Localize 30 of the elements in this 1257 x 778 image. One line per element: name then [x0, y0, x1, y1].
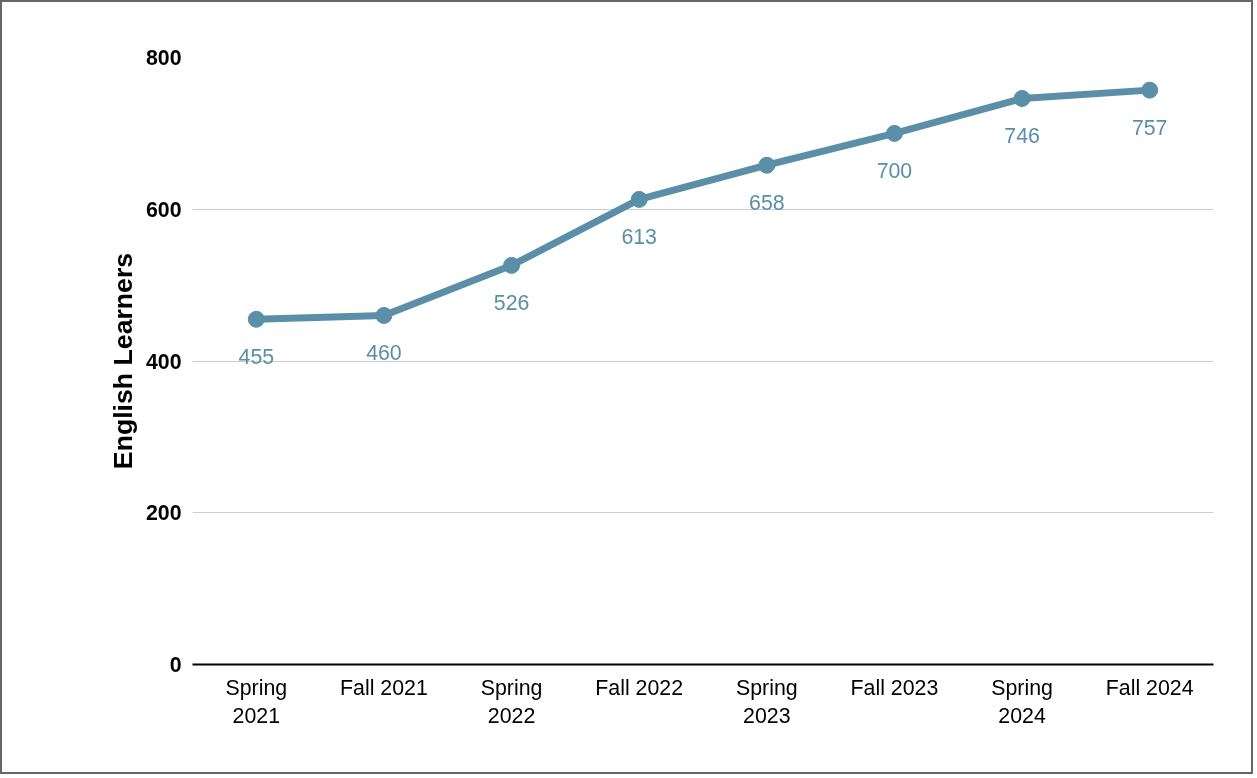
point	[758, 156, 776, 174]
y-tick-label: 200	[145, 501, 182, 526]
y-tick-label: 800	[145, 46, 182, 70]
x-tick-label: Fall 2022	[595, 675, 684, 700]
x-tick-label: Spring 2023	[735, 675, 798, 729]
point	[885, 124, 903, 142]
point	[630, 190, 648, 208]
x-tick-label: Spring 2022	[480, 675, 543, 729]
point	[1141, 81, 1159, 99]
data-label: 700	[876, 159, 913, 184]
data-label: 746	[1004, 124, 1040, 149]
x-tick-label: Spring 2024	[991, 675, 1053, 729]
x-tick-label: Fall 2024	[1105, 675, 1194, 700]
point	[503, 256, 521, 274]
point	[375, 306, 393, 324]
data-label: 526	[493, 291, 530, 316]
x-tick-label: Spring 2021	[225, 675, 288, 729]
y-tick-label: 600	[145, 197, 182, 222]
x-tick-label: Fall 2021	[340, 675, 428, 700]
data-label: 613	[621, 225, 657, 250]
x-tick-label: Fall 2023	[850, 675, 939, 700]
data-label: 757	[1131, 116, 1168, 141]
data-label: 455	[238, 345, 275, 370]
point	[247, 310, 265, 328]
data-label: 460	[366, 341, 402, 366]
data-label: 658	[749, 191, 785, 216]
y-axis-title: English Learners	[107, 252, 138, 470]
y-tick-label: 400	[145, 349, 182, 374]
y-tick-label: 0	[169, 653, 182, 677]
point	[1013, 89, 1031, 107]
